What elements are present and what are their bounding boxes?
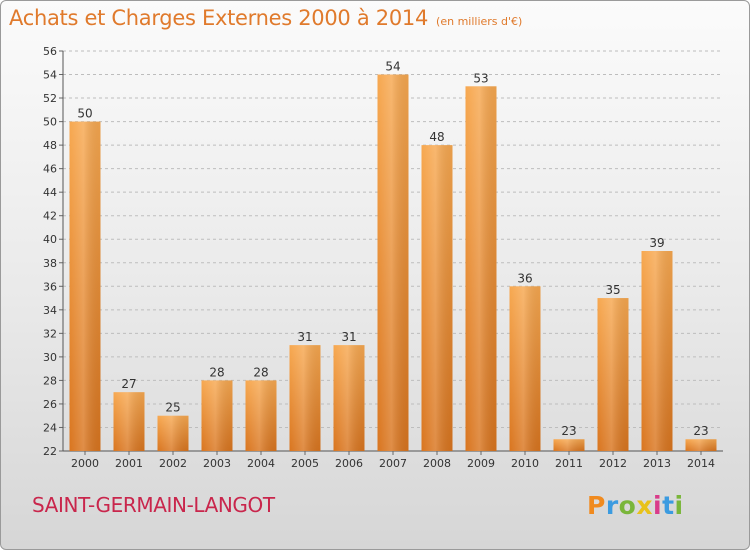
- y-tick-label: 42: [43, 210, 57, 223]
- data-label: 54: [385, 60, 400, 74]
- data-label: 35: [605, 283, 620, 297]
- x-tick-label: 2009: [467, 457, 495, 470]
- data-label: 53: [473, 71, 488, 85]
- bar-shine: [685, 439, 717, 451]
- bar-shine: [465, 86, 497, 451]
- logo-letter: t: [662, 491, 675, 520]
- x-tick-label: 2001: [115, 457, 143, 470]
- x-tick-label: 2000: [71, 457, 99, 470]
- data-label: 23: [693, 424, 708, 438]
- y-tick-label: 34: [43, 304, 57, 317]
- bar-shine: [69, 121, 101, 452]
- data-label: 28: [253, 365, 268, 379]
- x-tick-label: 2010: [511, 457, 539, 470]
- logo-letter: x: [636, 491, 653, 520]
- x-tick-label: 2006: [335, 457, 363, 470]
- data-label: 31: [341, 330, 356, 344]
- y-tick-label: 40: [43, 233, 57, 246]
- bar-shine: [421, 145, 453, 451]
- y-tick-label: 26: [43, 398, 57, 411]
- bar-shine: [553, 439, 585, 451]
- bar-shine: [201, 380, 233, 451]
- data-label: 39: [649, 236, 664, 250]
- x-tick-label: 2003: [203, 457, 231, 470]
- chart-title: Achats et Charges Externes 2000 à 2014 (e…: [9, 6, 522, 30]
- x-tick-label: 2002: [159, 457, 187, 470]
- y-tick-label: 24: [43, 421, 57, 434]
- y-tick-label: 32: [43, 327, 57, 340]
- data-label: 28: [209, 365, 224, 379]
- bar-shine: [641, 251, 673, 451]
- chart-title-unit: (en milliers d'€): [436, 15, 523, 28]
- y-tick-label: 46: [43, 163, 57, 176]
- data-label: 48: [429, 130, 444, 144]
- bar-shine: [333, 345, 365, 451]
- data-label: 25: [165, 401, 180, 415]
- y-tick-label: 56: [43, 45, 57, 58]
- x-tick-label: 2005: [291, 457, 319, 470]
- bar-shine: [157, 415, 189, 451]
- y-tick-label: 44: [43, 186, 57, 199]
- logo-letter: i: [674, 491, 684, 520]
- y-tick-label: 36: [43, 280, 57, 293]
- x-tick-label: 2004: [247, 457, 275, 470]
- y-tick-label: 38: [43, 257, 57, 270]
- x-tick-label: 2011: [555, 457, 583, 470]
- y-tick-label: 22: [43, 445, 57, 458]
- chart-title-main: Achats et Charges Externes 2000 à 2014: [9, 6, 429, 30]
- proxiti-logo: Proxiti: [587, 491, 684, 520]
- bar-shine: [245, 380, 277, 451]
- bar-shine: [113, 392, 145, 451]
- data-label: 50: [77, 107, 92, 121]
- x-tick-label: 2014: [687, 457, 715, 470]
- data-label: 27: [121, 377, 136, 391]
- data-label: 31: [297, 330, 312, 344]
- x-tick-label: 2007: [379, 457, 407, 470]
- x-tick-label: 2008: [423, 457, 451, 470]
- data-label: 23: [561, 424, 576, 438]
- bar-shine: [289, 345, 321, 451]
- logo-letter: P: [587, 491, 606, 520]
- y-tick-label: 30: [43, 351, 57, 364]
- commune-name: SAINT-GERMAIN-LANGOT: [32, 493, 275, 517]
- data-labels: 50 27 25 28 28 31 31 54 48 53 36 23 35 39 23: [77, 60, 708, 439]
- x-tick-label: 2012: [599, 457, 627, 470]
- bar-shine: [377, 74, 409, 451]
- y-tick-label: 54: [43, 69, 57, 82]
- x-tick-label: 2013: [643, 457, 671, 470]
- logo-letter: i: [653, 491, 663, 520]
- data-label: 36: [517, 271, 532, 285]
- axes: 22 24 26 28 30 32 34 36 38 40 42 44 46 48 50 52 54 56 2000…: [43, 45, 723, 470]
- y-tick-label: 28: [43, 374, 57, 387]
- y-tick-label: 48: [43, 139, 57, 152]
- logo-letter: r: [605, 491, 619, 520]
- bar-shine: [509, 286, 541, 451]
- y-tick-label: 52: [43, 92, 57, 105]
- logo-letter: o: [618, 491, 637, 520]
- y-tick-label: 50: [43, 116, 57, 129]
- bars: [69, 74, 717, 452]
- bar-shine: [597, 298, 629, 451]
